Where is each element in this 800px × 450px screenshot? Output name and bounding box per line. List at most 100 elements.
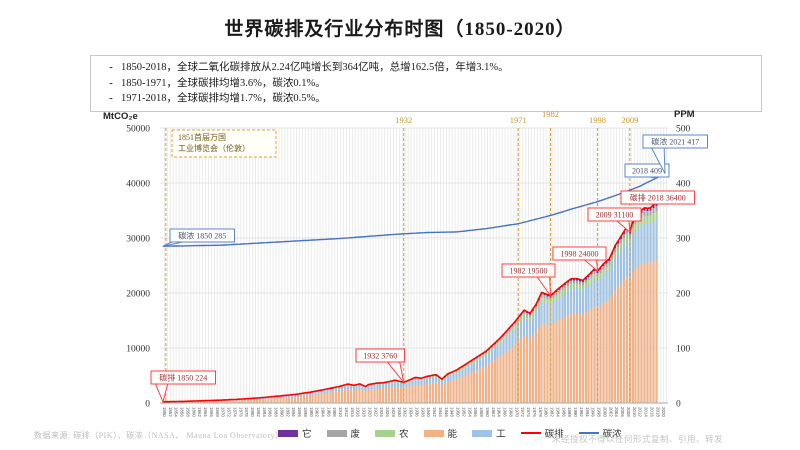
sector-bar-能	[455, 379, 458, 403]
sector-bar-能	[285, 397, 288, 403]
callout-box	[169, 228, 235, 243]
sector-bar-工	[628, 245, 631, 280]
sector-bar-工	[264, 397, 267, 399]
sector-bar-农	[364, 387, 367, 388]
sector-bar-能	[552, 323, 555, 403]
sector-bar-工	[414, 379, 417, 385]
sector-bar-废	[470, 361, 473, 363]
sector-bar-废	[602, 265, 605, 270]
x-axis-tick: 1898	[303, 407, 308, 417]
sector-bar-废	[608, 261, 611, 265]
x-axis-tick: 1996	[591, 407, 596, 417]
sector-bar-能	[411, 385, 414, 403]
sector-bar-能	[496, 357, 499, 403]
sector-bar-废	[505, 332, 508, 334]
sector-bar-能	[349, 389, 352, 403]
sector-bar-工	[352, 386, 355, 391]
concentration-line	[162, 173, 666, 247]
x-axis-tick: 1918	[362, 407, 367, 417]
event-year-label: 1998	[589, 115, 606, 125]
sector-bar-农	[573, 283, 576, 289]
sector-bar-能	[614, 289, 617, 403]
event-year-label: 1971	[510, 115, 527, 125]
sector-bar-能	[261, 399, 264, 403]
sector-bar-农	[487, 350, 490, 353]
sector-bar-工	[449, 375, 452, 382]
sector-bar-能	[590, 308, 593, 403]
sector-bar-能	[291, 397, 294, 403]
sector-bar-能	[220, 400, 223, 403]
sector-bar-农	[482, 355, 485, 358]
sector-bar-农	[332, 388, 335, 389]
x-axis-tick: 1946	[444, 407, 449, 417]
sector-bar-工	[311, 392, 314, 395]
sector-bar-农	[338, 387, 341, 388]
sector-bar-废	[458, 368, 461, 370]
sector-bar-废	[484, 352, 487, 354]
x-axis-tick: 1968	[508, 407, 513, 417]
sector-bar-废	[611, 254, 614, 259]
legend-item-它: 它	[278, 426, 312, 440]
sector-bar-能	[335, 391, 338, 403]
sector-bar-农	[414, 378, 417, 380]
legend-item-农: 农	[375, 426, 409, 440]
x-axis-tick: 1892	[285, 407, 290, 417]
sector-bar-工	[543, 302, 546, 325]
sector-bar-农	[464, 365, 467, 368]
sector-bar-废	[526, 313, 529, 316]
x-axis-tick: 1884	[262, 407, 267, 417]
sector-bar-工	[611, 264, 614, 295]
sector-bar-农	[435, 375, 438, 377]
bullet-text: 1850-1971，全球碳排均增3.6%，碳浓0.1%。	[121, 77, 326, 89]
sector-bar-农	[493, 345, 496, 348]
sector-bar-能	[423, 384, 426, 403]
callout-box	[642, 134, 708, 149]
sector-bar-工	[605, 272, 608, 302]
sector-bar-农	[514, 324, 517, 328]
sector-bar-农	[373, 384, 376, 386]
callout-box	[620, 190, 695, 205]
sector-bar-农	[570, 283, 573, 289]
sector-bar-工	[558, 297, 561, 321]
sector-bar-能	[258, 399, 261, 403]
sector-bar-废	[587, 276, 590, 280]
sector-bar-废	[502, 335, 505, 338]
sector-bar-能	[652, 260, 655, 403]
callout-pointer	[385, 360, 405, 383]
sector-bar-工	[432, 377, 435, 384]
sector-bar-农	[346, 384, 349, 386]
sector-bar-农	[640, 217, 643, 226]
sector-bar-能	[297, 396, 300, 403]
sector-bar-工	[396, 382, 399, 388]
sector-bar-能	[308, 395, 311, 403]
sector-bar-工	[573, 288, 576, 314]
sector-bar-废	[467, 363, 470, 365]
sector-bar-工	[620, 249, 623, 284]
sector-bar-农	[490, 348, 493, 351]
sector-bar-废	[617, 243, 620, 248]
sector-bar-能	[429, 383, 432, 403]
x-axis-tick: 1960	[485, 407, 490, 417]
sector-bar-废	[482, 353, 485, 356]
sector-bar-农	[388, 382, 391, 384]
sector-bar-工	[617, 253, 620, 287]
sector-bar-农	[367, 385, 370, 387]
sector-bar-农	[505, 333, 508, 337]
sector-bar-废	[534, 306, 537, 309]
sector-bar-农	[361, 385, 364, 387]
sector-bar-农	[411, 379, 414, 381]
sector-bar-农	[458, 369, 461, 371]
x-axis-tick: 1972	[520, 407, 525, 417]
summary-bullet: -1971-2018，全球碳排均增1.7%，碳浓0.5%。	[101, 91, 751, 107]
sector-bar-能	[470, 372, 473, 403]
legend-area-swatch	[326, 429, 347, 437]
sector-bar-农	[393, 381, 396, 383]
x-axis-tick: 2012	[638, 407, 643, 417]
sector-bar-农	[523, 313, 526, 318]
callout-box	[355, 348, 405, 363]
sector-bar-农	[587, 279, 590, 286]
sector-bar-废	[628, 234, 631, 239]
callout-label: 2018 409	[632, 167, 662, 176]
sector-bar-工	[379, 384, 382, 389]
sector-bar-农	[452, 372, 455, 374]
